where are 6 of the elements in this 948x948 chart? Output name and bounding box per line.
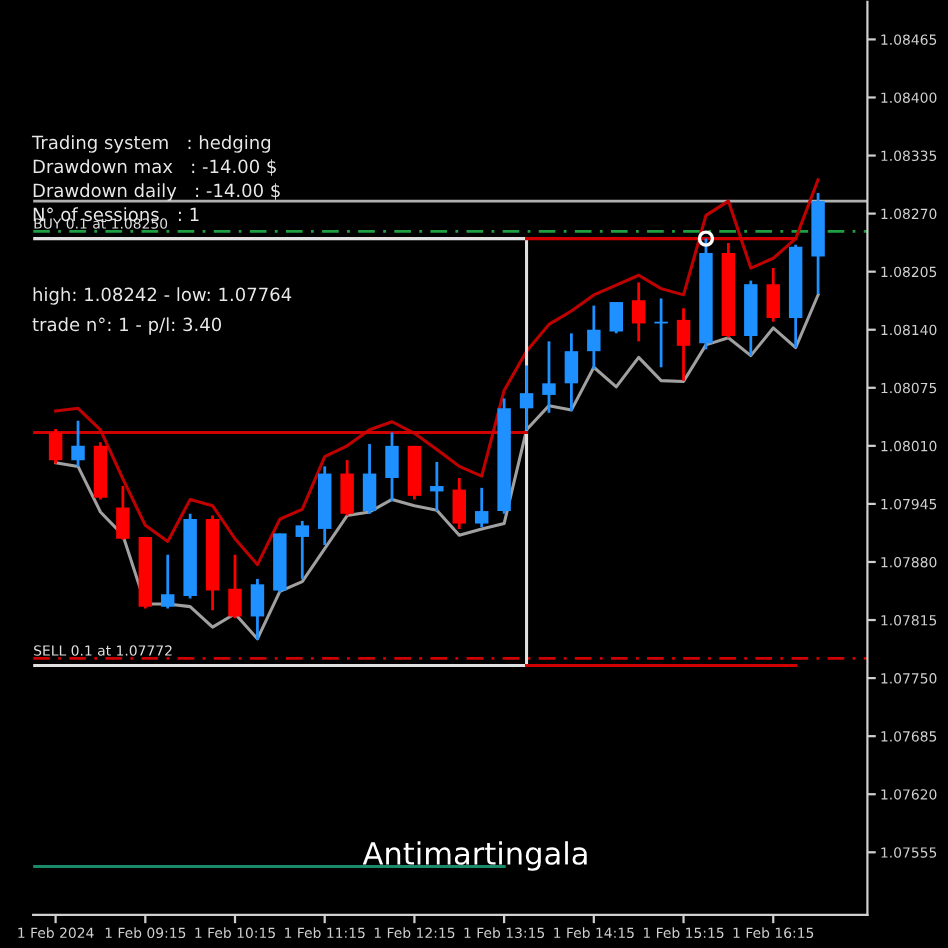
annotation: Antimartingala (362, 841, 587, 871)
annotation: Drawdown max : -14.00 $ (33, 159, 276, 176)
annotation: Drawdown daily : -14.00 $ (33, 183, 280, 201)
annotation: trade n°: 1 - p/l: 3.40 (32, 317, 222, 335)
annotation: Trading system : hedging (31, 135, 271, 153)
annotation: high: 1.08242 - low: 1.07764 (33, 287, 292, 305)
